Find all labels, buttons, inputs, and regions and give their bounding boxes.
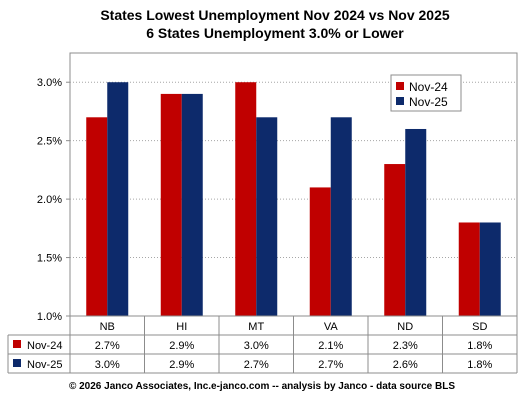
- data-label: 3.0%: [244, 340, 269, 352]
- y-tick-label: 3.0%: [37, 77, 62, 89]
- bar-nov-25-va: [330, 117, 352, 317]
- category-label: VA: [324, 321, 339, 333]
- table-series-label: Nov-24: [27, 340, 62, 352]
- legend-swatch: [396, 82, 404, 90]
- category-label: HI: [176, 321, 187, 333]
- category-label: MT: [248, 321, 264, 333]
- bar-nov-25-sd: [479, 222, 501, 316]
- data-label: 3.0%: [95, 359, 120, 371]
- data-label: 2.9%: [169, 359, 194, 371]
- data-label: 2.6%: [393, 359, 418, 371]
- y-tick-label: 1.5%: [37, 253, 62, 265]
- footer-credit: © 2026 Janco Associates, Inc.e-janco.com…: [69, 381, 455, 392]
- bar-nov-25-nb: [107, 82, 129, 316]
- category-label: ND: [397, 321, 413, 333]
- bar-nov-25-hi: [181, 93, 203, 317]
- data-label: 2.7%: [318, 359, 343, 371]
- bar-nov-25-mt: [256, 117, 278, 317]
- data-label: 2.7%: [95, 340, 120, 352]
- bar-nov-24-nd: [384, 164, 406, 316]
- data-label: 2.7%: [244, 359, 269, 371]
- y-tick-label: 1.0%: [37, 311, 62, 323]
- chart-title: States Lowest Unemployment Nov 2024 vs N…: [100, 7, 450, 23]
- table-series-label: Nov-25: [27, 359, 62, 371]
- legend-label: Nov-24: [409, 80, 448, 94]
- chart-subtitle: 6 States Unemployment 3.0% or Lower: [146, 25, 404, 41]
- data-label: 2.1%: [318, 340, 343, 352]
- data-table: NB HI MT VA ND SD Nov-24 2.7% 2.9% 3.0% 2.1% 2.3% 1.…: [7, 315, 518, 374]
- category-label: NB: [100, 321, 115, 333]
- data-label: 1.8%: [467, 359, 492, 371]
- y-tick-label: 2.0%: [37, 194, 62, 206]
- bar-nov-24-nb: [86, 117, 108, 317]
- bar-nov-25-nd: [405, 128, 427, 316]
- data-label: 1.8%: [467, 340, 492, 352]
- data-label: 2.9%: [169, 340, 194, 352]
- category-label: SD: [472, 321, 487, 333]
- bar-nov-24-sd: [458, 222, 480, 316]
- legend-swatch: [396, 97, 404, 105]
- y-tick-label: 2.5%: [37, 136, 62, 148]
- table-legend-key: [13, 359, 21, 367]
- legend-label: Nov-25: [409, 95, 448, 109]
- bar-nov-24-hi: [160, 93, 182, 317]
- data-label: 2.3%: [393, 340, 418, 352]
- table-legend-key: [13, 340, 21, 348]
- bar-nov-24-va: [309, 187, 331, 316]
- bar-nov-24-mt: [235, 82, 257, 316]
